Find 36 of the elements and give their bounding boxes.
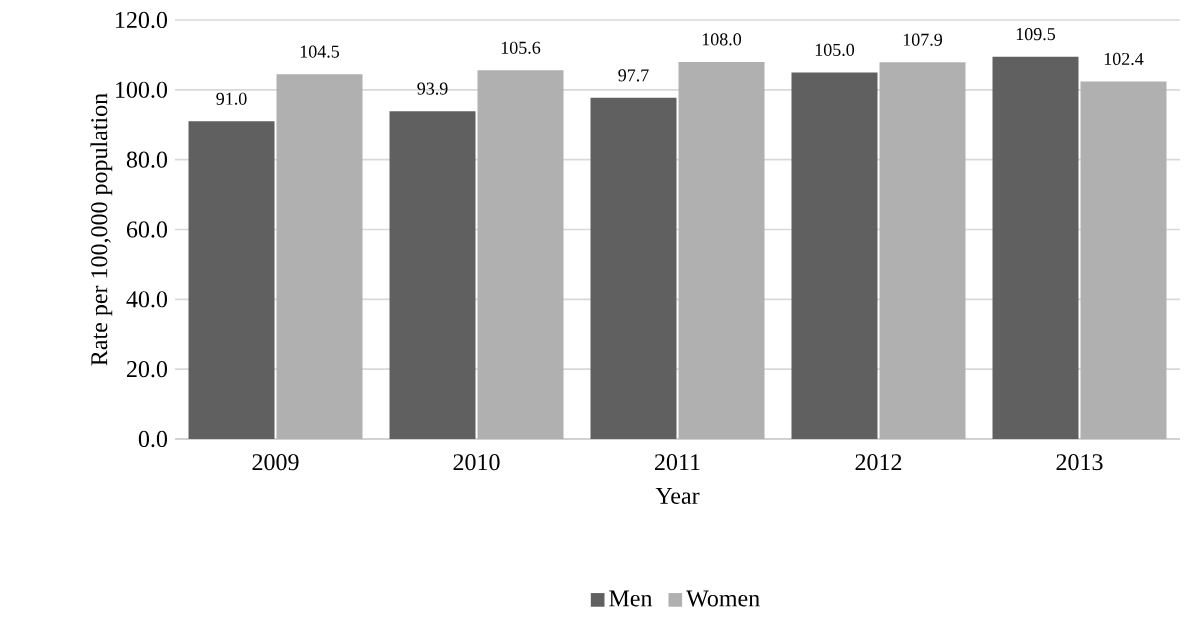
data-label: 105.6: [501, 41, 541, 54]
data-label: 109.5: [1016, 28, 1056, 41]
data-label: 102.4: [1104, 52, 1144, 66]
y-tick-label: 40.0: [126, 291, 168, 308]
bar: [477, 70, 564, 439]
x-tick-label: 2010: [453, 454, 500, 471]
data-label: 104.5: [300, 45, 340, 58]
x-tick-label: 2009: [252, 454, 299, 471]
y-tick-label: 0.0: [138, 430, 168, 448]
legend-label: Women: [686, 590, 760, 607]
data-label: 108.0: [702, 33, 742, 46]
y-tick-label: 20.0: [127, 361, 168, 378]
data-label: 107.9: [903, 33, 942, 46]
y-tick-label: 100.0: [116, 81, 168, 98]
bar: [590, 97, 677, 439]
bar: [879, 62, 966, 439]
data-label: 97.7: [618, 69, 649, 82]
data-label: 91.0: [216, 92, 247, 105]
data-label: 93.9: [417, 82, 448, 95]
bar: [992, 56, 1079, 439]
bar: [1080, 81, 1167, 439]
legend-label: Men: [609, 590, 653, 607]
x-tick-label: 2013: [1056, 454, 1103, 471]
bar: [678, 61, 765, 439]
bar: [276, 74, 363, 439]
y-tick-label: 120.0: [116, 11, 168, 29]
bar: [188, 121, 275, 439]
x-tick-label: 2011: [655, 454, 700, 471]
x-axis-title: Year: [655, 487, 700, 504]
bar: [791, 72, 878, 439]
data-label: 105.0: [815, 43, 855, 56]
bar: [389, 111, 476, 439]
y-tick-label: 60.0: [126, 221, 168, 238]
y-axis-title: Rate per 100,000 population: [90, 93, 113, 366]
x-tick-label: 2012: [855, 454, 902, 471]
y-tick-label: 80.0: [126, 151, 168, 168]
